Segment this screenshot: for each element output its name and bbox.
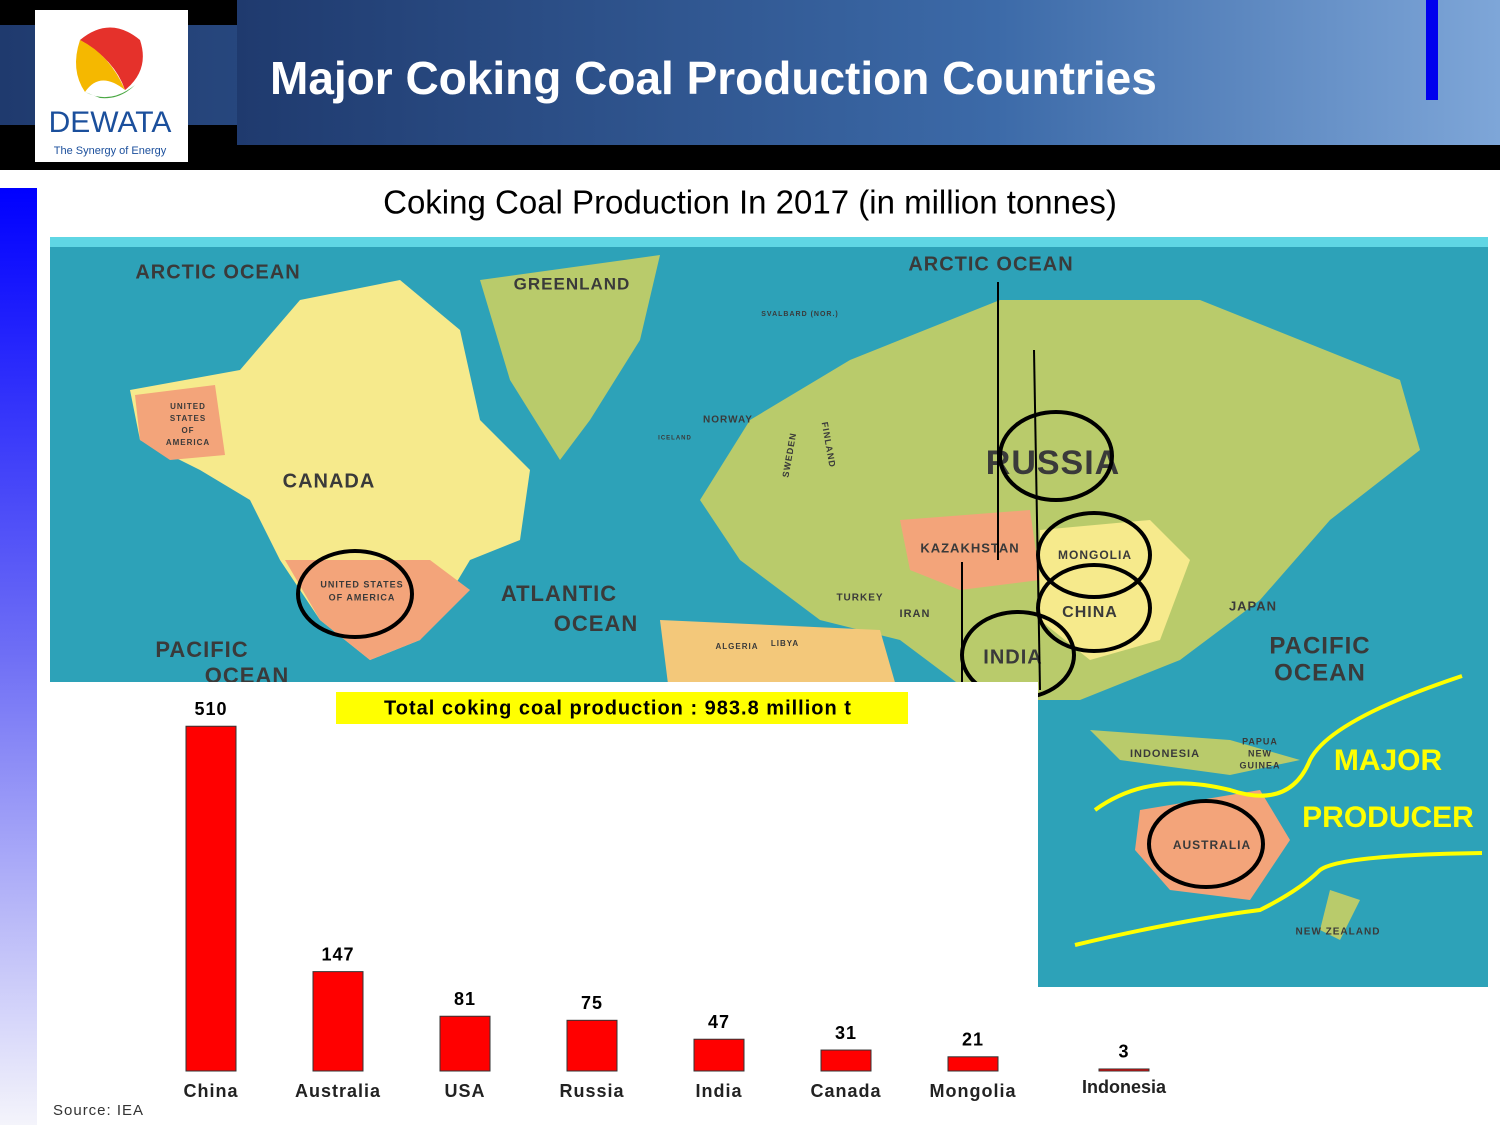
producer-curve <box>1093 674 1463 812</box>
map-label: JAPAN <box>1229 598 1277 613</box>
bar <box>820 1049 872 1072</box>
category-label: India <box>695 1081 742 1101</box>
bar <box>439 1015 491 1072</box>
bar <box>947 1056 999 1072</box>
map-label: ARCTIC OCEAN <box>135 261 300 283</box>
side-strip <box>0 188 37 1125</box>
map-border <box>50 237 1488 247</box>
map-label: INDIA <box>983 646 1042 668</box>
map-label: AUSTRALIA <box>1173 838 1251 852</box>
category-label: Indonesia <box>1082 1077 1167 1097</box>
new-zealand <box>1320 890 1360 940</box>
slide-title: Major Coking Coal Production Countries <box>270 52 1157 104</box>
bar-chart: 510 China 147 Australia 81 USA 75 Russia 47 India… <box>183 699 1167 1101</box>
category-label: China <box>183 1081 238 1101</box>
map-label: CANADA <box>283 470 376 492</box>
kazakhstan <box>900 510 1040 590</box>
circle <box>998 410 1114 502</box>
map-label: UNITED <box>170 402 206 411</box>
usa <box>285 560 470 660</box>
indonesia <box>1090 730 1300 775</box>
source-note: Source: IEA <box>53 1102 144 1119</box>
map-label: NORWAY <box>703 415 753 426</box>
map-label: OF <box>181 426 194 435</box>
value-label: 47 <box>708 1012 730 1032</box>
map-annotation: PRODUCER <box>1302 801 1474 834</box>
map-label: INDONESIA <box>1130 748 1200 760</box>
map-label: OCEAN <box>1274 659 1366 686</box>
value-label: 21 <box>962 1030 984 1050</box>
circle <box>1147 799 1265 889</box>
bar <box>185 725 237 1072</box>
map-label: ICELAND <box>658 436 692 442</box>
map-label: PAPUA <box>1242 736 1278 746</box>
map-label: GUINEA <box>1239 760 1280 770</box>
map-label: GREENLAND <box>514 274 631 293</box>
category-label: USA <box>444 1081 485 1101</box>
map-label: PACIFIC <box>1269 632 1370 659</box>
map-label: AMERICA <box>166 438 210 447</box>
producer-curve <box>1074 851 1483 947</box>
map-label: LIBYA <box>771 639 799 648</box>
map-label: OF AMERICA <box>329 592 396 602</box>
accent-bar <box>1426 0 1438 100</box>
bar <box>312 971 364 1072</box>
subtitle: Coking Coal Production In 2017 (in milli… <box>383 184 1117 221</box>
map-label: NEW <box>1248 748 1272 758</box>
map-label: OCEAN <box>554 611 638 636</box>
chart-annotation: Total coking coal production : 983.8 mil… <box>384 697 852 719</box>
category-label: Canada <box>810 1081 881 1101</box>
map-label: UNITED STATES <box>320 579 403 589</box>
value-label: 3 <box>1118 1042 1129 1062</box>
category-label: Australia <box>295 1081 381 1101</box>
bar <box>1098 1068 1150 1072</box>
alaska <box>135 385 225 460</box>
map-label: CHINA <box>1062 604 1118 621</box>
annotation-box <box>336 692 908 724</box>
china <box>1040 520 1190 660</box>
value-label: 75 <box>581 993 603 1013</box>
map-label: NEW ZEALAND <box>1296 927 1381 938</box>
value-label: 510 <box>194 699 227 719</box>
value-label: 81 <box>454 989 476 1009</box>
logo-mark <box>76 40 125 92</box>
logo-tagline: The Synergy of Energy <box>54 145 167 157</box>
map-label: IRAN <box>900 608 931 620</box>
map-label: ALGERIA <box>716 642 759 651</box>
header-banner <box>237 0 1500 145</box>
pointer-line <box>1033 349 1041 691</box>
bar <box>566 1019 618 1072</box>
pointer-lines <box>961 282 1041 691</box>
circle <box>296 549 414 639</box>
map-label: STATES <box>170 414 206 423</box>
logo-mark <box>80 27 143 90</box>
logo-name: DEWATA <box>49 106 172 139</box>
map-label: KAZAKHSTAN <box>920 540 1019 555</box>
map-label: ARCTIC OCEAN <box>908 253 1073 275</box>
category-label: Russia <box>559 1081 624 1101</box>
map-annotation: MAJOR <box>1334 744 1443 777</box>
value-label: 147 <box>321 944 354 964</box>
map-label: PACIFIC <box>155 637 248 662</box>
map-label: MONGOLIA <box>1058 548 1132 562</box>
map-label: ATLANTIC <box>501 581 617 606</box>
map-label: TURKEY <box>836 593 883 604</box>
greenland <box>480 255 660 460</box>
category-label: Mongolia <box>930 1081 1017 1101</box>
bar <box>693 1038 745 1072</box>
map-label: SVALBARD (NOR.) <box>761 311 838 318</box>
value-label: 31 <box>835 1023 857 1043</box>
